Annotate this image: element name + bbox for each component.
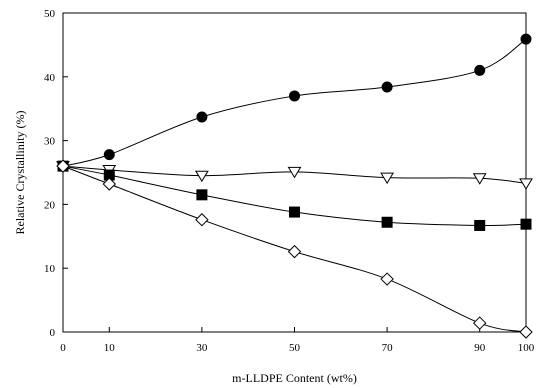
fit-curves	[62, 38, 527, 333]
series-4-point	[380, 272, 394, 286]
series-4-point	[519, 325, 533, 339]
series-2-point	[380, 172, 394, 185]
series-1-point	[103, 149, 115, 161]
y-tick-label: 20	[44, 199, 56, 211]
series-1-point	[289, 90, 300, 102]
series-1-point	[520, 33, 532, 45]
series-4-point	[472, 316, 487, 330]
series-3-point	[520, 218, 532, 230]
y-tick-label: 0	[50, 327, 56, 339]
series-3-point	[289, 206, 300, 218]
series-3-point	[381, 216, 393, 228]
series-1-point	[474, 64, 486, 76]
x-tick-label: 0	[60, 342, 66, 354]
series-1-curve	[62, 38, 527, 167]
x-tick-label: 30	[196, 342, 208, 354]
series-2-point	[195, 170, 209, 183]
x-tick-label: 100	[518, 342, 535, 354]
y-tick-label: 50	[44, 8, 56, 20]
series-3-point	[196, 189, 208, 201]
series-4-point	[102, 177, 117, 191]
y-axis-title: Relative Crystallinity (%)	[13, 111, 27, 235]
series-1-point	[381, 81, 393, 93]
x-tick-label: 90	[474, 342, 486, 354]
y-tick-label: 40	[44, 72, 56, 84]
x-tick-label: 10	[104, 342, 116, 354]
axes: 0 10 30 50 70 90 100 0 10 20 30 40 50	[44, 8, 535, 354]
y-tick-label: 10	[44, 263, 56, 275]
x-axis-title: m-LLDPE Content (wt%)	[232, 371, 357, 385]
y-tick-label: 30	[44, 136, 56, 148]
series-1-point	[196, 111, 208, 123]
series-2-point	[472, 173, 487, 185]
series-4-point	[195, 213, 209, 227]
series-2-point	[287, 166, 302, 179]
series-4-point	[287, 244, 302, 259]
x-tick-label: 50	[289, 342, 301, 354]
x-tick-label: 70	[382, 342, 394, 354]
series-4-point	[56, 159, 70, 173]
series-3-point	[474, 219, 486, 231]
data-markers	[56, 33, 533, 339]
series-2-point	[519, 178, 533, 190]
